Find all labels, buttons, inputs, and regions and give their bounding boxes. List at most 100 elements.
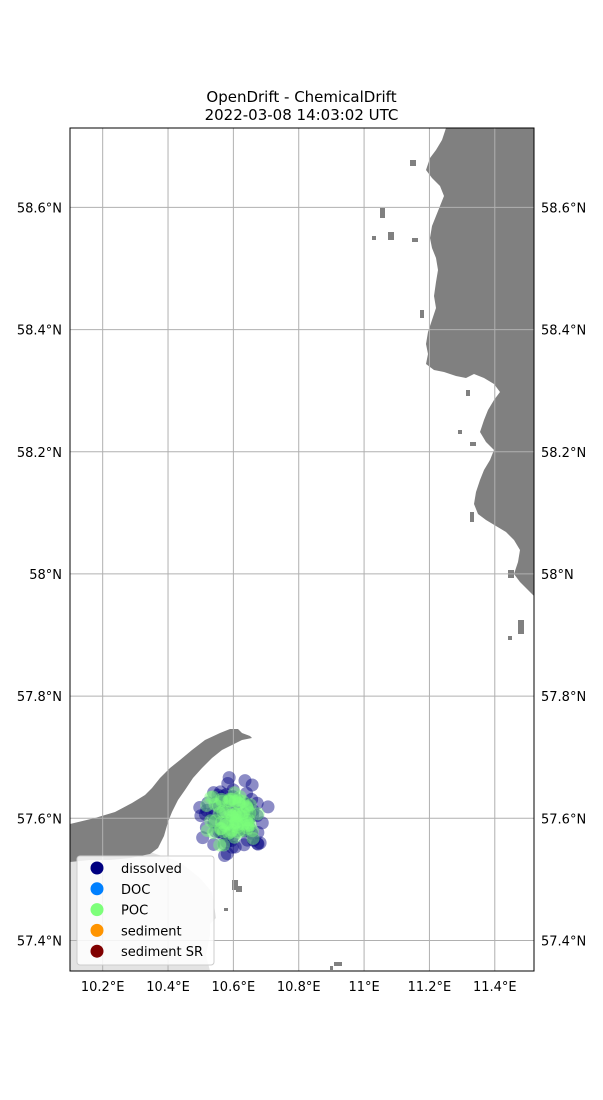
legend-label: sediment SR: [121, 945, 203, 960]
dissolved-particle: [246, 808, 260, 822]
dissolved-particle: [223, 822, 237, 836]
dissolved-particle: [217, 798, 231, 812]
poc-particle: [246, 831, 260, 845]
dissolved-particle: [240, 833, 254, 847]
dissolved-particle: [213, 799, 227, 813]
dissolved-particle: [226, 783, 240, 797]
dissolved-particle: [196, 831, 210, 845]
dissolved-particle: [194, 809, 208, 823]
dissolved-particle: [228, 840, 242, 854]
poc-particle: [228, 794, 242, 808]
dissolved-particle: [220, 816, 234, 830]
legend-box: [76, 855, 215, 966]
poc-particle: [241, 821, 255, 835]
dissolved-particle: [207, 837, 221, 851]
dissolved-particle: [235, 805, 249, 819]
lat-tick-label-left: 58°N: [29, 568, 62, 583]
island: [372, 236, 376, 240]
dissolved-particle: [220, 847, 234, 861]
legend-label: POC: [121, 904, 148, 919]
poc-particle: [208, 797, 222, 811]
dissolved-particle: [218, 849, 232, 863]
lat-tick-label-left: 57.4°N: [17, 934, 62, 949]
poc-particle: [236, 817, 250, 831]
island: [380, 208, 385, 218]
dissolved-particle: [219, 788, 233, 802]
poc-particle: [230, 815, 244, 829]
island: [518, 620, 524, 634]
poc-particle: [226, 819, 240, 833]
lon-tick-label: 10.4°E: [146, 980, 190, 995]
poc-particle: [230, 809, 244, 823]
lat-tick-label-left: 58.4°N: [17, 324, 62, 339]
dissolved-particle: [215, 827, 229, 841]
denmark-land: [70, 729, 252, 862]
poc-particle: [239, 799, 253, 813]
poc-particle: [236, 806, 250, 820]
dissolved-particle: [214, 824, 228, 838]
poc-particle: [213, 806, 227, 820]
poc-particle: [232, 797, 246, 811]
dissolved-particle: [206, 806, 220, 820]
poc-particle: [240, 813, 254, 827]
dissolved-particle: [213, 785, 227, 799]
dissolved-particle: [233, 808, 247, 822]
dissolved-particle: [242, 812, 256, 826]
island: [334, 962, 342, 966]
poc-particle: [213, 822, 227, 836]
dissolved-particle: [222, 771, 236, 785]
dissolved-particle: [210, 795, 224, 809]
poc-particle: [243, 818, 257, 832]
poc-particle: [216, 825, 230, 839]
poc-particle: [228, 816, 242, 830]
lon-tick-label: 11.2°E: [408, 980, 452, 995]
poc-particle: [219, 805, 233, 819]
poc-particle: [208, 814, 222, 828]
poc-particle: [214, 815, 228, 829]
dissolved-particle: [242, 820, 256, 834]
dissolved-particle: [230, 793, 244, 807]
poc-particle: [231, 817, 245, 831]
dissolved-particle: [223, 801, 237, 815]
dissolved-particle: [217, 789, 231, 803]
island: [232, 880, 238, 890]
dissolved-particle: [225, 840, 239, 854]
dissolved-particle: [198, 807, 212, 821]
poc-particle: [232, 793, 246, 807]
dissolved-particle: [216, 822, 230, 836]
island: [410, 160, 416, 166]
legend-marker: [90, 861, 104, 875]
lat-tick-label-right: 58°N: [541, 568, 574, 583]
island: [508, 636, 512, 640]
poc-particle: [221, 817, 235, 831]
island: [412, 238, 418, 242]
poc-particle: [233, 790, 247, 804]
dissolved-particle: [247, 833, 261, 847]
lat-tick-label-right: 58.4°N: [541, 324, 586, 339]
poc-particle: [206, 790, 220, 804]
dissolved-particle: [246, 803, 260, 817]
dissolved-particle: [221, 776, 235, 790]
poc-particle: [240, 802, 254, 816]
lat-tick-label-right: 57.8°N: [541, 690, 586, 705]
poc-particle: [219, 816, 233, 830]
dissolved-particle: [211, 788, 225, 802]
poc-particle: [225, 809, 239, 823]
dissolved-particle: [208, 807, 222, 821]
poc-particle: [243, 798, 257, 812]
dissolved-particle: [233, 803, 247, 817]
legend-marker: [90, 903, 104, 917]
poc-particle: [223, 792, 237, 806]
lat-tick-label-right: 57.4°N: [541, 934, 586, 949]
legend-label: DOC: [121, 883, 150, 898]
legend-marker: [90, 882, 104, 896]
lat-tick-label-right: 58.6°N: [541, 201, 586, 216]
poc-particle: [245, 824, 259, 838]
dissolved-particle: [237, 822, 251, 836]
dissolved-particle: [245, 826, 259, 840]
poc-particle: [204, 790, 218, 804]
island: [458, 430, 462, 434]
lon-tick-label: 11°E: [348, 980, 379, 995]
dissolved-particle: [240, 786, 254, 800]
